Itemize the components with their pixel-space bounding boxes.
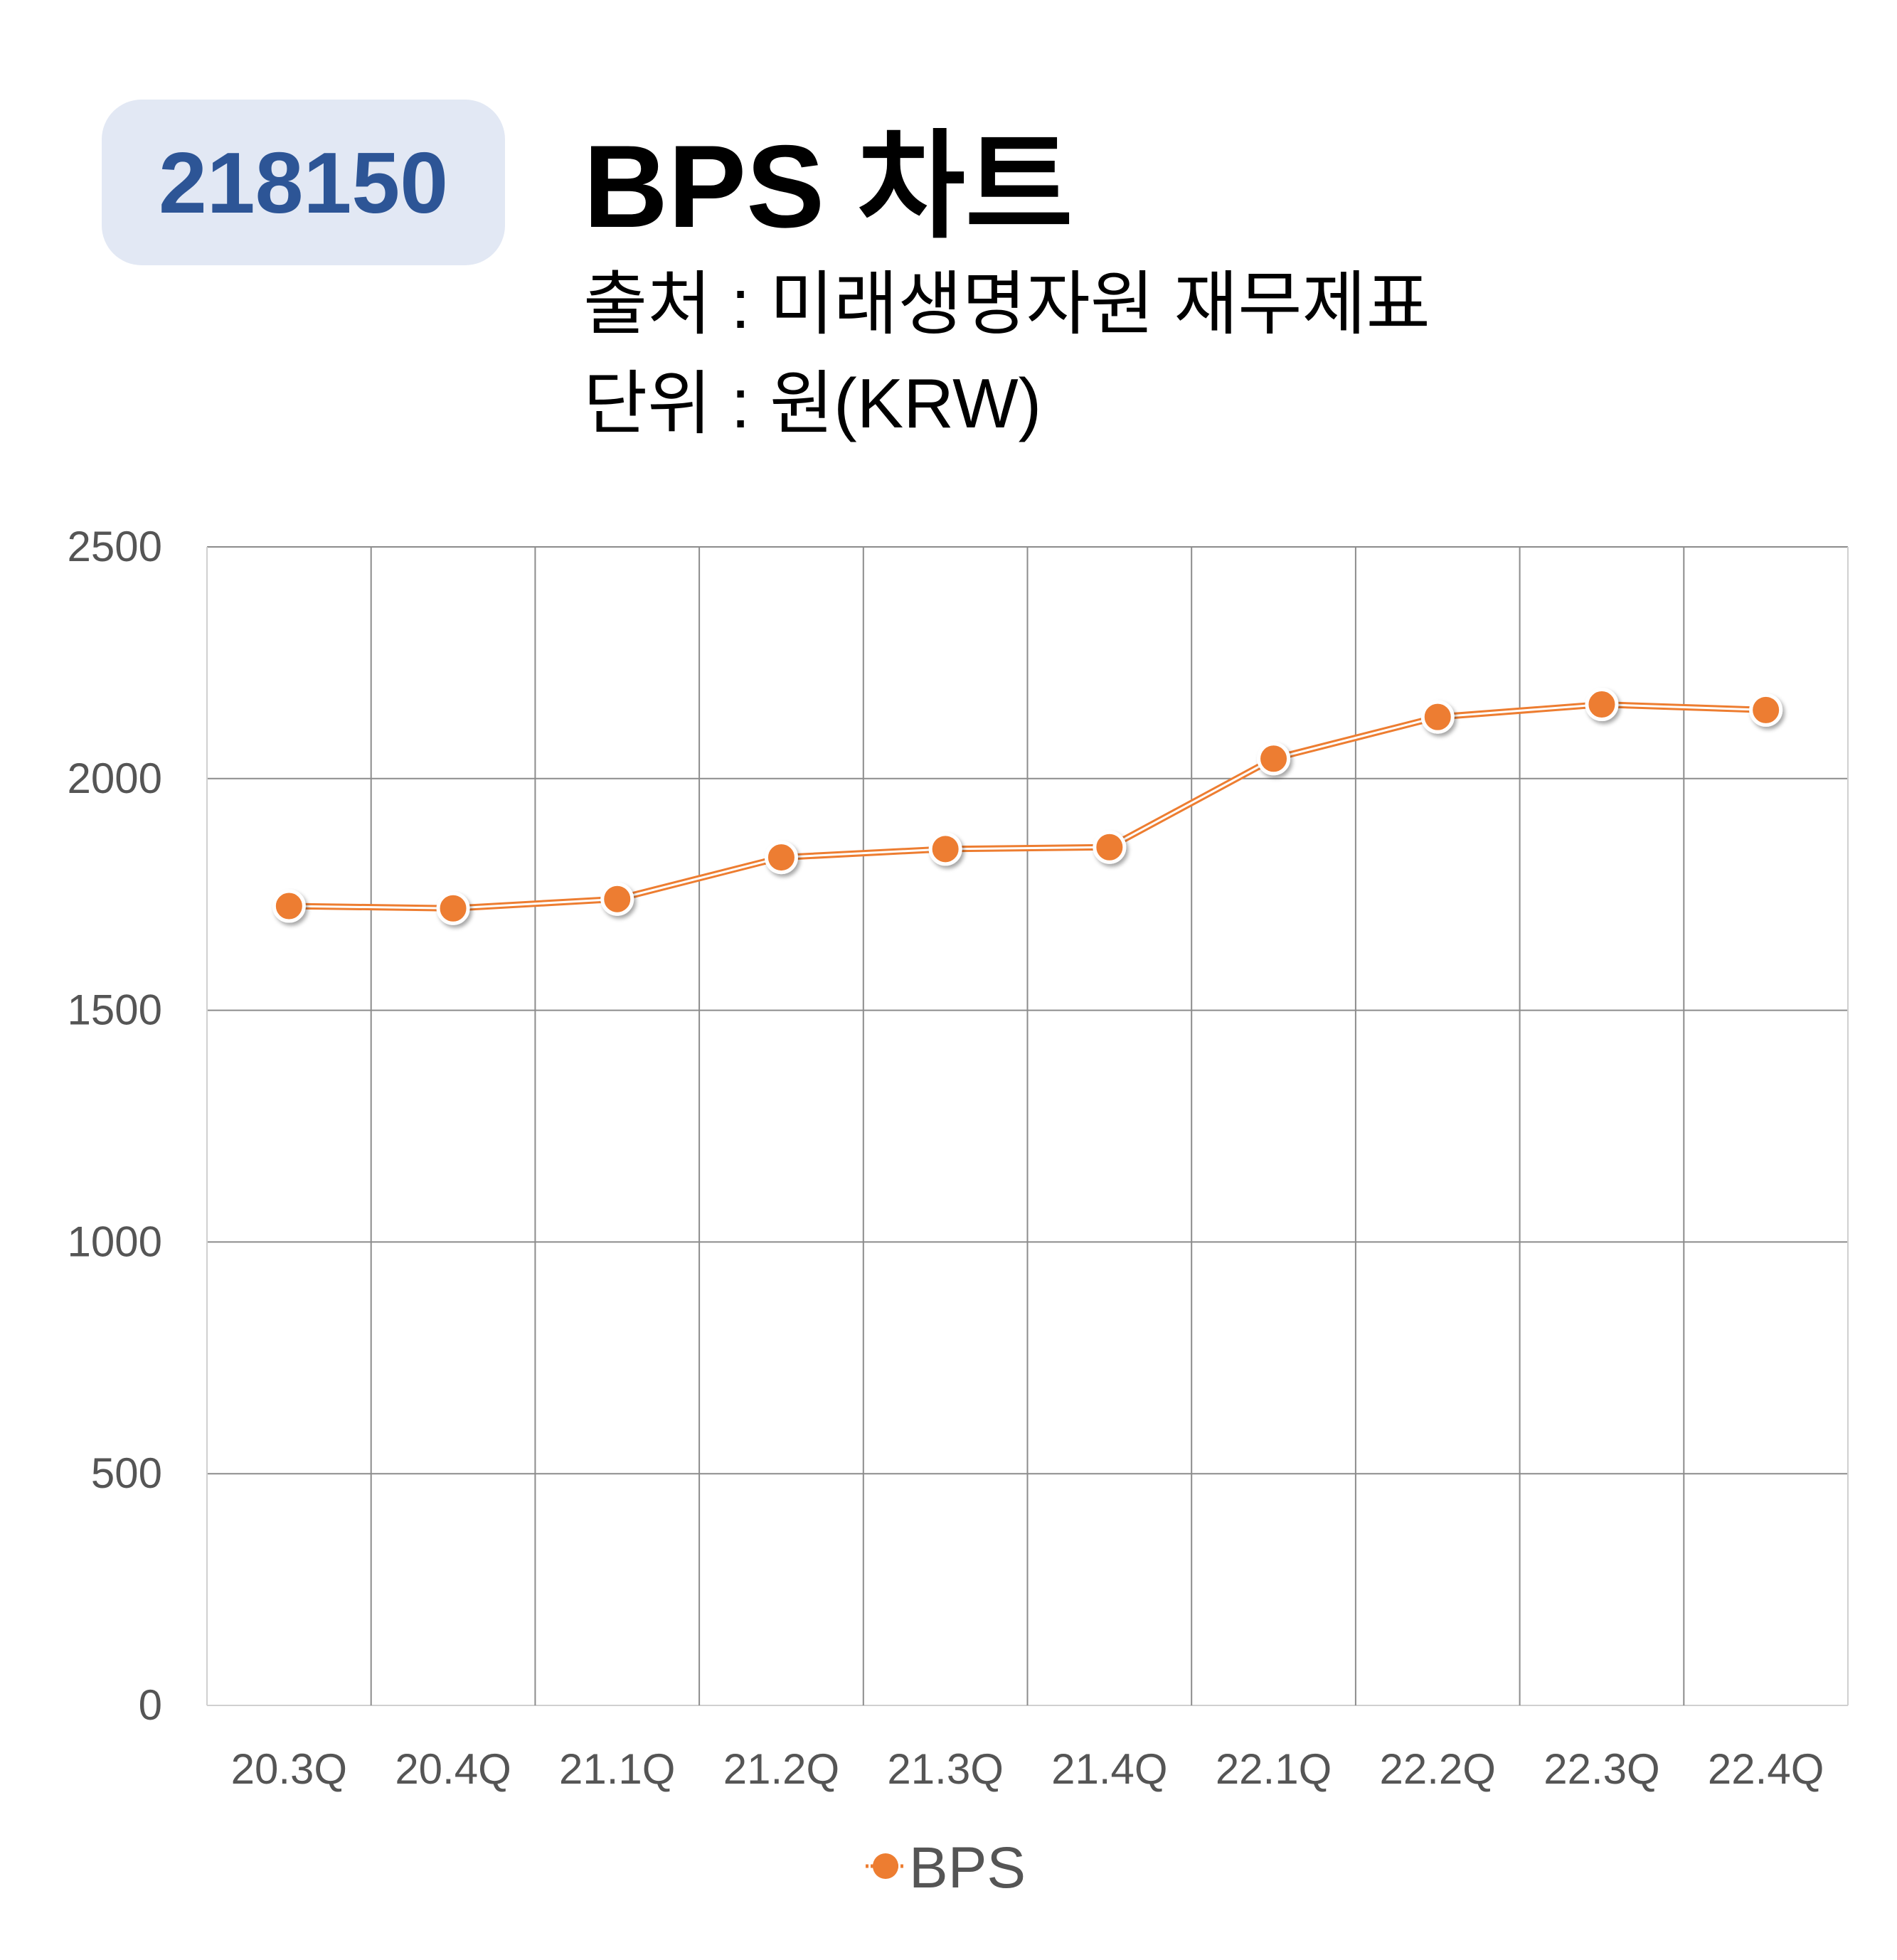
legend-marker bbox=[873, 1853, 898, 1879]
x-tick-label: 22.4Q bbox=[1708, 1745, 1824, 1793]
x-tick-label: 22.2Q bbox=[1380, 1745, 1496, 1793]
series-bps bbox=[272, 688, 1783, 925]
legend-label: BPS bbox=[909, 1836, 1026, 1900]
x-tick-label: 21.4Q bbox=[1051, 1745, 1167, 1793]
x-tick-label: 20.3Q bbox=[231, 1745, 347, 1793]
y-tick-label: 500 bbox=[91, 1449, 162, 1497]
grid-lines bbox=[206, 546, 1849, 1706]
y-tick-label: 1500 bbox=[68, 986, 162, 1034]
series-line-inner bbox=[289, 703, 1766, 910]
y-tick-label: 0 bbox=[139, 1681, 162, 1729]
data-point bbox=[1585, 688, 1619, 722]
data-point bbox=[928, 832, 962, 866]
stock-code-badge: 218150 bbox=[102, 100, 505, 265]
y-tick-label: 2000 bbox=[68, 755, 162, 802]
legend: BPS bbox=[866, 1836, 1026, 1900]
x-tick-label: 21.2Q bbox=[723, 1745, 839, 1793]
data-point bbox=[272, 889, 306, 923]
unit-text: 단위 : 원(KRW) bbox=[583, 364, 1042, 442]
y-tick-label: 2500 bbox=[68, 523, 162, 570]
data-point bbox=[1749, 693, 1783, 727]
data-point bbox=[1093, 830, 1127, 864]
x-tick-label: 22.1Q bbox=[1216, 1745, 1332, 1793]
y-axis-ticks: 0 500 1000 1500 2000 2500 bbox=[68, 523, 162, 1729]
x-axis-ticks: 20.3Q 20.4Q 21.1Q 21.2Q 21.3Q 21.4Q 22.1Q 22.2Q… bbox=[231, 1745, 1824, 1793]
data-point bbox=[764, 841, 798, 875]
data-point bbox=[1420, 700, 1455, 734]
y-tick-label: 1000 bbox=[68, 1218, 162, 1265]
data-point bbox=[600, 882, 634, 916]
chart-title: BPS 차트 bbox=[583, 121, 1073, 252]
x-tick-label: 21.1Q bbox=[559, 1745, 675, 1793]
source-text: 출처 : 미래생명자원 재무제표 bbox=[583, 265, 1430, 343]
data-point bbox=[436, 891, 470, 925]
x-tick-label: 20.4Q bbox=[395, 1745, 511, 1793]
data-point bbox=[1257, 742, 1291, 776]
x-tick-label: 22.3Q bbox=[1543, 1745, 1659, 1793]
x-tick-label: 21.3Q bbox=[887, 1745, 1003, 1793]
